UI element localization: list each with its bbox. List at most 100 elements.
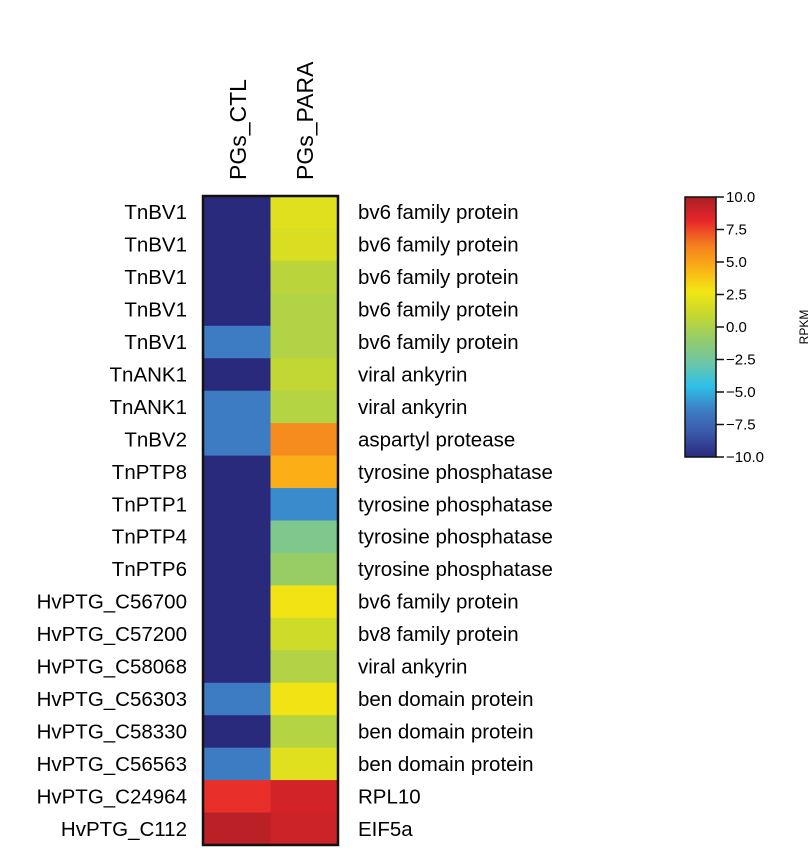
- heatmap-cell: [270, 650, 339, 684]
- heatmap-cell: [203, 617, 271, 651]
- heatmap-border: [201, 194, 340, 847]
- row-label: TnPTP6: [112, 558, 187, 581]
- annotation-label: bv6 family protein: [358, 266, 519, 289]
- colorbar-title: RPKM: [797, 310, 811, 345]
- heatmap-cell: [203, 488, 271, 521]
- row-label: TnBV1: [124, 234, 187, 257]
- heatmap-cell: [203, 650, 271, 684]
- heatmap-cell: [270, 260, 339, 294]
- heatmap-cell: [270, 196, 339, 229]
- heatmap-cell: [203, 260, 271, 294]
- annotation-label: viral ankyrin: [358, 363, 467, 386]
- colorbar-tick-label: 7.5: [726, 222, 747, 239]
- row-label: HvPTG_C56303: [37, 688, 187, 711]
- row-label: HvPTG_C112: [61, 818, 187, 841]
- heatmap-cell: [203, 423, 271, 457]
- annotation-label: RPL10: [358, 785, 421, 808]
- column-label: PGs_PARA: [292, 61, 318, 180]
- annotation-label: ben domain protein: [358, 688, 534, 711]
- row-labels: TnBV1 TnBV1 TnBV1 TnBV1 TnBV1 TnANK1 TnANK1 TnB…: [37, 201, 187, 841]
- annotation-label: ben domain protein: [358, 720, 534, 743]
- annotation-label: viral ankyrin: [358, 396, 467, 419]
- heatmap-cell: [203, 390, 271, 424]
- annotation-label: aspartyl protease: [358, 428, 515, 451]
- heatmap-cell: [270, 780, 339, 814]
- row-label: HvPTG_C58068: [37, 656, 187, 679]
- heatmap-cell: [203, 293, 271, 327]
- column-label: PGs_CTL: [225, 79, 251, 180]
- heatmap-cell: [203, 812, 271, 846]
- heatmap-cell: [270, 358, 339, 392]
- row-label: HvPTG_C24964: [37, 785, 187, 808]
- row-label: HvPTG_C56563: [37, 753, 187, 776]
- row-label: TnBV1: [124, 266, 187, 289]
- annotation-label: bv6 family protein: [358, 234, 519, 257]
- annotation-label: bv6 family protein: [358, 331, 519, 354]
- heatmap-cell: [203, 196, 271, 229]
- heatmap-cell: [203, 325, 271, 359]
- row-label: TnBV1: [124, 299, 187, 322]
- row-label: TnPTP1: [112, 493, 187, 516]
- colorbar: 10.0 7.5 5.0 2.5 0.0 −2.5 −5.0 −7.5 −10.0 RPKM: [684, 189, 811, 466]
- heatmap-cell: [203, 552, 271, 586]
- column-labels: PGs_CTL PGs_PARA: [225, 61, 318, 180]
- colorbar-ticks: 10.0 7.5 5.0 2.5 0.0 −2.5 −5.0 −7.5 −10.0: [716, 189, 764, 466]
- heatmap-cell: [203, 455, 271, 489]
- heatmap-cell: [270, 390, 339, 424]
- annotation-label: viral ankyrin: [358, 656, 467, 679]
- colorbar-tick-label: 10.0: [726, 189, 755, 206]
- annotation-label: tyrosine phosphatase: [358, 526, 553, 549]
- heatmap-cell: [270, 747, 339, 781]
- heatmap-cell: [270, 715, 339, 749]
- colorbar-tick-label: 5.0: [726, 254, 747, 271]
- row-label: TnBV1: [124, 331, 187, 354]
- row-label: TnBV1: [124, 201, 187, 224]
- annotation-label: bv6 family protein: [358, 201, 519, 224]
- row-label: TnBV2: [124, 428, 187, 451]
- annotation-label: bv6 family protein: [358, 299, 519, 322]
- row-label: TnPTP4: [112, 526, 187, 549]
- row-label: HvPTG_C56700: [37, 591, 187, 614]
- annotation-label: EIF5a: [358, 818, 413, 841]
- heatmap-cell: [203, 228, 271, 262]
- row-label: HvPTG_C57200: [37, 623, 187, 646]
- row-label: TnPTP8: [112, 461, 187, 484]
- row-label: TnANK1: [110, 396, 187, 419]
- row-label: HvPTG_C58330: [37, 720, 187, 743]
- heatmap-cell: [270, 228, 339, 262]
- heatmap-cell: [270, 682, 339, 716]
- colorbar-tick-label: −2.5: [726, 352, 756, 369]
- annotation-label: bv8 family protein: [358, 623, 519, 646]
- annotation-label: ben domain protein: [358, 753, 534, 776]
- annotation-labels: bv6 family protein bv6 family protein bv6 …: [358, 201, 553, 841]
- colorbar-tick-label: −5.0: [726, 384, 756, 401]
- colorbar-gradient: [684, 196, 717, 458]
- heatmap-cell: [203, 747, 271, 781]
- heatmap-cell: [270, 325, 339, 359]
- row-label: TnANK1: [110, 363, 187, 386]
- colorbar-tick-label: 0.0: [726, 319, 747, 336]
- heatmap-cell: [203, 585, 271, 619]
- heatmap-cell: [203, 715, 271, 749]
- colorbar-tick-label: 2.5: [726, 287, 747, 304]
- annotation-label: tyrosine phosphatase: [358, 461, 553, 484]
- heatmap-cell: [203, 358, 271, 392]
- heatmap-cell: [270, 585, 339, 619]
- heatmap-cell: [270, 423, 339, 457]
- colorbar-tick-label: −7.5: [726, 417, 756, 434]
- colorbar-tick-label: −10.0: [726, 449, 764, 466]
- heatmap-cell: [270, 488, 339, 521]
- heatmap-cell: [270, 520, 339, 554]
- annotation-label: bv6 family protein: [358, 591, 519, 614]
- heatmap-cell: [270, 617, 339, 651]
- annotation-label: tyrosine phosphatase: [358, 493, 553, 516]
- heatmap-cells: [203, 196, 339, 846]
- heatmap-cell: [203, 780, 271, 814]
- annotation-label: tyrosine phosphatase: [358, 558, 553, 581]
- heatmap-cell: [270, 552, 339, 586]
- heatmap-cell: [203, 520, 271, 554]
- heatmap-cell: [270, 812, 339, 846]
- heatmap-cell: [270, 293, 339, 327]
- heatmap-cell: [270, 455, 339, 489]
